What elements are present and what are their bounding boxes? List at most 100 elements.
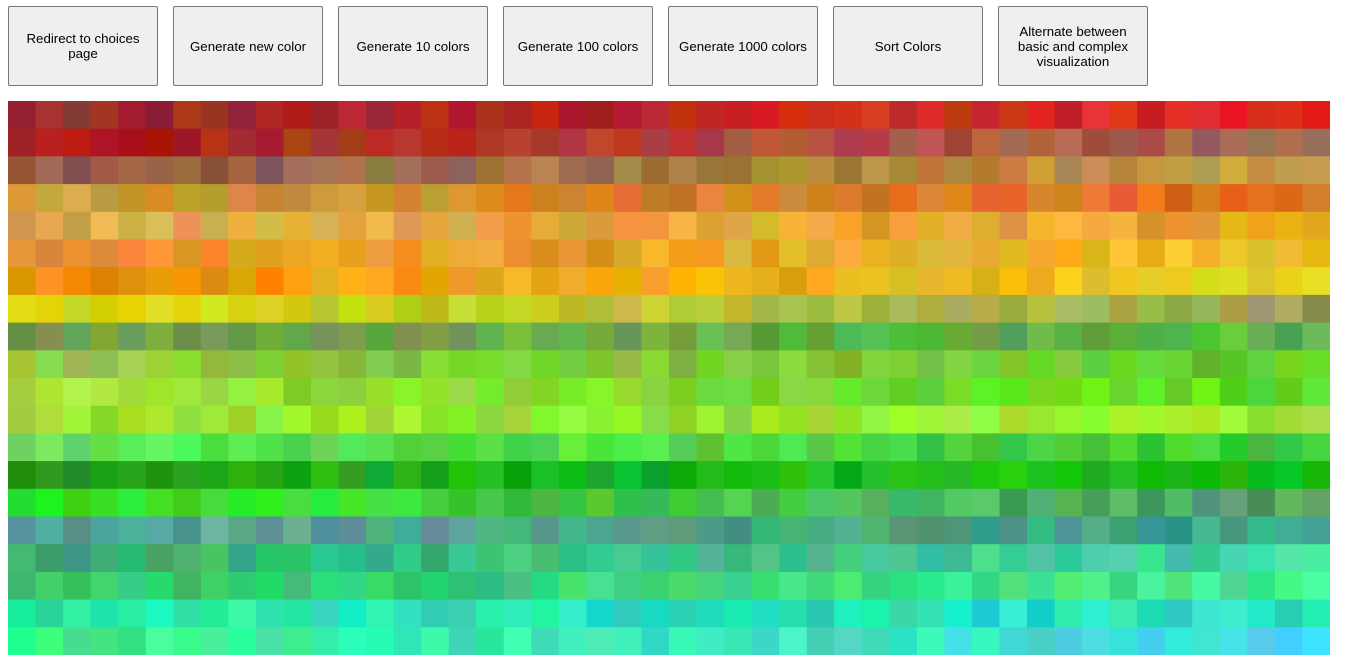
- color-swatch: [696, 627, 725, 655]
- generate-10-colors-button[interactable]: Generate 10 colors: [338, 6, 488, 86]
- color-swatch: [834, 322, 863, 351]
- color-swatch: [1164, 294, 1193, 324]
- color-swatch: [779, 211, 808, 241]
- color-swatch: [1192, 294, 1221, 324]
- color-swatch: [1137, 156, 1166, 185]
- color-swatch: [366, 571, 395, 601]
- color-swatch: [944, 184, 973, 213]
- color-swatch: [366, 405, 395, 434]
- color-swatch: [916, 571, 946, 601]
- color-swatch: [63, 128, 92, 157]
- color-swatch: [476, 571, 505, 601]
- color-swatch: [338, 101, 367, 130]
- color-swatch: [200, 101, 229, 130]
- color-swatch: [1054, 433, 1083, 462]
- color-swatch: [63, 267, 92, 296]
- color-swatch: [751, 294, 780, 324]
- generate-100-colors-button[interactable]: Generate 100 colors: [503, 6, 653, 86]
- color-swatch: [916, 544, 946, 573]
- color-swatch: [724, 571, 753, 601]
- color-swatch: [916, 101, 946, 130]
- color-swatch: [118, 101, 147, 130]
- color-swatch: [145, 322, 174, 351]
- color-swatch: [779, 267, 808, 296]
- color-swatch: [1274, 350, 1304, 379]
- color-swatch: [558, 350, 587, 379]
- color-swatch: [338, 599, 367, 628]
- color-swatch: [779, 239, 808, 268]
- alternate-visualization-button[interactable]: Alternate between basic and complex visu…: [998, 6, 1148, 86]
- color-swatch: [861, 461, 890, 490]
- color-swatch: [696, 267, 725, 296]
- color-swatch: [35, 184, 64, 213]
- color-swatch: [421, 184, 450, 213]
- color-swatch: [338, 156, 367, 185]
- color-swatch: [779, 101, 808, 130]
- color-swatch: [999, 322, 1028, 351]
- color-swatch: [1302, 488, 1330, 518]
- color-swatch: [834, 128, 863, 157]
- color-swatch: [641, 184, 670, 213]
- color-swatch: [751, 378, 780, 407]
- color-swatch: [8, 294, 37, 324]
- color-swatch: [916, 599, 946, 628]
- color-swatch: [724, 461, 753, 490]
- color-swatch: [1082, 378, 1111, 407]
- toolbar: Redirect to choices page Generate new col…: [0, 0, 1349, 100]
- color-swatch: [1054, 156, 1083, 185]
- color-swatch: [1274, 599, 1304, 628]
- color-swatch: [1302, 405, 1330, 434]
- color-swatch: [916, 350, 946, 379]
- color-swatch: [1027, 544, 1056, 573]
- redirect-choices-button[interactable]: Redirect to choices page: [8, 6, 158, 86]
- color-swatch: [173, 433, 202, 462]
- color-swatch: [145, 128, 174, 157]
- color-swatch: [1109, 571, 1138, 601]
- color-swatch: [806, 128, 835, 157]
- sort-colors-button[interactable]: Sort Colors: [833, 6, 983, 86]
- color-swatch: [1274, 488, 1304, 518]
- color-swatch: [724, 599, 753, 628]
- color-swatch: [916, 461, 946, 490]
- color-swatch: [889, 294, 918, 324]
- generate-1000-colors-button[interactable]: Generate 1000 colors: [668, 6, 818, 86]
- color-swatch: [1137, 571, 1166, 601]
- color-swatch: [90, 599, 119, 628]
- color-swatch: [283, 571, 312, 601]
- color-swatch: [558, 571, 587, 601]
- color-swatch: [861, 350, 890, 379]
- color-swatch: [1082, 433, 1111, 462]
- color-swatch: [448, 128, 477, 157]
- color-swatch: [806, 516, 835, 545]
- color-swatch: [338, 627, 367, 655]
- color-swatch: [8, 544, 37, 573]
- color-swatch: [200, 516, 229, 545]
- color-swatch: [1164, 433, 1193, 462]
- color-swatch: [1082, 267, 1111, 296]
- generate-new-color-button[interactable]: Generate new color: [173, 6, 323, 86]
- color-swatch: [173, 461, 202, 490]
- color-swatch: [806, 433, 835, 462]
- color-swatch: [1137, 267, 1166, 296]
- color-swatch: [861, 488, 890, 518]
- color-swatch: [228, 544, 257, 573]
- color-swatch: [393, 461, 422, 490]
- color-swatch: [1164, 322, 1193, 351]
- color-swatch: [834, 350, 863, 379]
- color-swatch: [1247, 433, 1276, 462]
- color-swatch: [63, 599, 92, 628]
- color-swatch: [971, 239, 1001, 268]
- color-swatch: [421, 488, 450, 518]
- color-swatch: [1219, 571, 1248, 601]
- color-swatch: [1192, 544, 1221, 573]
- color-swatch: [393, 294, 422, 324]
- color-swatch: [834, 156, 863, 185]
- color-swatch: [1082, 156, 1111, 185]
- color-swatch: [1164, 239, 1193, 268]
- color-swatch: [1302, 461, 1330, 490]
- color-swatch: [8, 156, 37, 185]
- color-swatch: [669, 350, 698, 379]
- color-swatch: [834, 461, 863, 490]
- color-swatch: [586, 516, 615, 545]
- color-swatch: [861, 156, 890, 185]
